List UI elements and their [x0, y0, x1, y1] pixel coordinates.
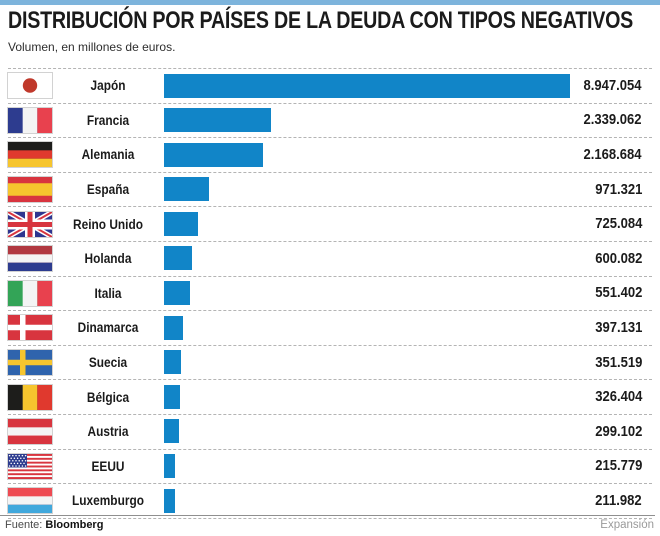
value-label: 211.982 — [595, 492, 642, 509]
country-label: Holanda — [84, 251, 132, 267]
value-bar — [164, 108, 271, 133]
country-label: Italia — [94, 285, 122, 301]
value-label: 326.404 — [594, 389, 642, 406]
country-label: Suecia — [88, 355, 128, 371]
flag-spain-icon — [7, 176, 53, 204]
source-label: Fuente: — [5, 519, 43, 531]
flag-denmark-icon — [7, 314, 53, 342]
flag-uk-icon — [7, 210, 53, 238]
value-label: 971.321 — [594, 181, 642, 198]
value-label: 2.339.062 — [583, 112, 642, 129]
country-label: Japón — [90, 78, 126, 94]
country-row: Japón 8.947.054 — [7, 68, 652, 103]
country-row: España 971.321 — [7, 171, 652, 207]
value-bar — [164, 315, 183, 340]
country-row: Alemania 2.168.684 — [7, 137, 652, 172]
country-label: Dinamarca — [77, 320, 139, 336]
value-label: 299.102 — [594, 423, 642, 440]
value-label: 397.131 — [594, 319, 642, 336]
chart-subtitle: Volumen, en millones de euros. — [8, 40, 176, 54]
country-label: Bélgica — [86, 389, 130, 405]
country-label: Reino Unido — [73, 216, 143, 232]
flag-usa-icon — [7, 452, 53, 480]
value-bar — [164, 211, 198, 236]
flag-japan-icon — [7, 72, 53, 100]
value-label: 2.168.684 — [583, 146, 642, 163]
country-label: España — [86, 182, 130, 198]
footer-divider — [0, 515, 655, 516]
value-bar — [164, 419, 179, 444]
chart-bottom-separator — [8, 517, 652, 519]
value-bar — [164, 142, 263, 167]
value-bar — [164, 246, 192, 271]
country-row: Francia 2.339.062 — [7, 102, 652, 138]
country-row: Bélgica 326.404 — [7, 379, 652, 414]
country-row: Luxemburgo 211.982 — [7, 483, 652, 518]
top-accent-bar — [0, 0, 660, 5]
chart-title: DISTRIBUCIÓN POR PAÍSES DE LA DEUDA CON … — [8, 7, 634, 34]
country-label: Austria — [87, 424, 129, 440]
country-label: Luxemburgo — [72, 493, 144, 509]
value-bar — [164, 488, 175, 513]
flag-sweden-icon — [7, 349, 53, 377]
value-label: 351.519 — [594, 354, 642, 371]
publisher-credit: Expansión — [600, 519, 654, 531]
value-label: 551.402 — [594, 285, 642, 302]
flag-luxembourg-icon — [7, 487, 53, 515]
value-bar — [164, 384, 180, 409]
country-row: Dinamarca 397.131 — [7, 310, 652, 345]
country-row: Austria 299.102 — [7, 413, 652, 449]
flag-france-icon — [7, 106, 53, 134]
flag-netherlands-icon — [7, 245, 53, 273]
country-row: Holanda 600.082 — [7, 240, 652, 276]
country-label: EEUU — [91, 458, 125, 474]
value-label: 725.084 — [594, 216, 642, 233]
value-bar — [164, 454, 175, 479]
country-row: Reino Unido 725.084 — [7, 206, 652, 241]
value-label: 215.779 — [594, 458, 642, 475]
source-note: Fuente: Bloomberg — [5, 519, 103, 531]
flag-italy-icon — [7, 279, 53, 307]
flag-germany-icon — [7, 141, 53, 169]
value-bar — [164, 177, 209, 202]
value-bar — [164, 350, 181, 375]
flag-belgium-icon — [7, 383, 53, 411]
flag-austria-icon — [7, 418, 53, 446]
value-bar — [164, 73, 570, 98]
country-row: EEUU 215.779 — [7, 448, 652, 484]
value-label: 8.947.054 — [583, 77, 642, 94]
country-label: Francia — [86, 112, 130, 128]
country-row: Italia 551.402 — [7, 275, 652, 311]
source-name: Bloomberg — [45, 519, 104, 531]
value-bar — [164, 281, 190, 306]
bar-chart: Japón 8.947.054 Francia 2.339.062 Alemania 2.… — [7, 68, 652, 519]
value-label: 600.082 — [594, 250, 642, 267]
country-label: Alemania — [81, 147, 135, 163]
country-row: Suecia 351.519 — [7, 344, 652, 380]
